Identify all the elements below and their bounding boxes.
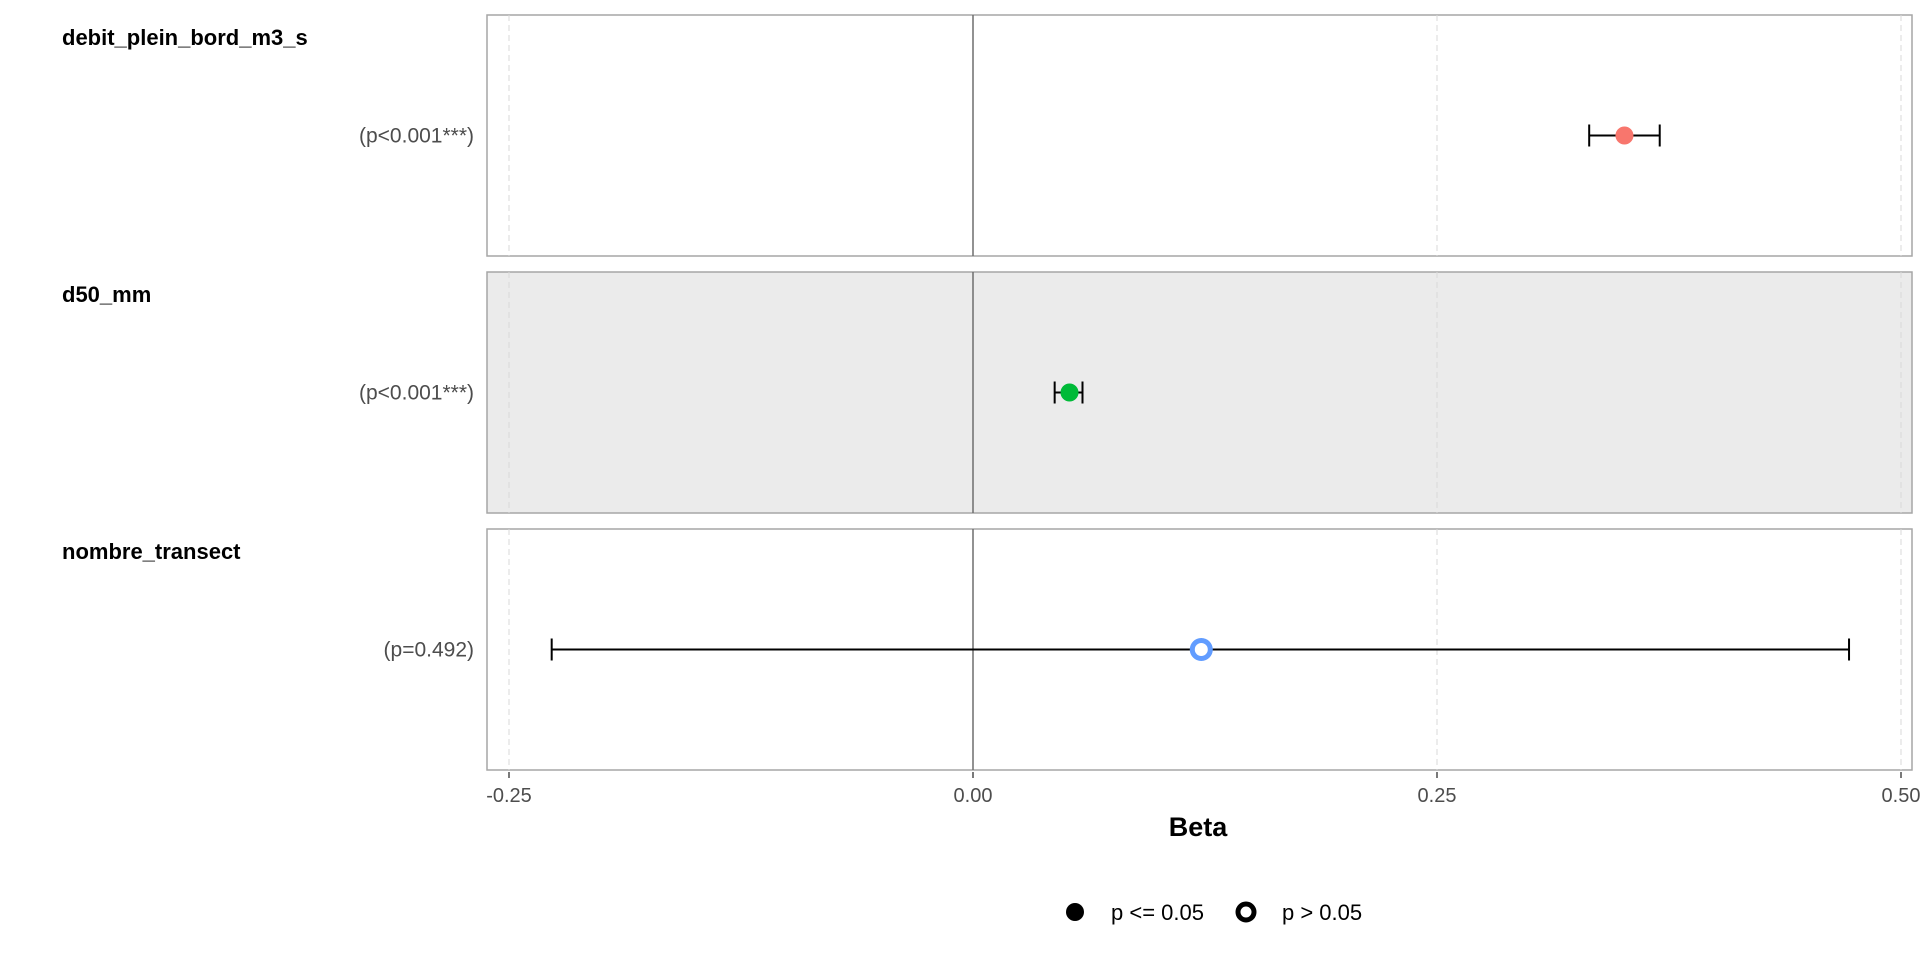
x-tick-label: 0.00: [954, 785, 993, 807]
legend-label: p > 0.05: [1282, 900, 1362, 925]
p-value-label: (p=0.492): [384, 639, 474, 662]
point-estimate: [1060, 383, 1079, 402]
facet-title: nombre_transect: [62, 539, 241, 564]
x-tick-label: 0.25: [1418, 785, 1457, 807]
p-value-label: (p<0.001***): [359, 382, 474, 405]
legend-key-open: [1235, 901, 1257, 923]
legend-item: p > 0.05: [1235, 900, 1362, 925]
panel-background: [486, 14, 1913, 257]
point-estimate: [1615, 126, 1634, 145]
p-value-label: (p<0.001***): [359, 125, 474, 148]
facet-title: debit_plein_bord_m3_s: [62, 25, 308, 50]
x-axis: Beta -0.25 0.00 0.25 0.50: [486, 772, 1920, 842]
x-axis-title: Beta: [1169, 812, 1229, 842]
facet-panel-d50_mm: d50_mm (p<0.001***): [62, 271, 1913, 514]
legend-item: p <= 0.05: [1066, 900, 1204, 925]
legend-key-filled: [1066, 903, 1084, 921]
facet-title: d50_mm: [62, 282, 151, 307]
x-tick-label: 0.50: [1882, 785, 1920, 807]
facet-panel-nombre_transect: nombre_transect (p=0.492): [62, 528, 1913, 771]
facet-panel-debit_plein_bord_m3_s: debit_plein_bord_m3_s (p<0.001***): [62, 14, 1913, 257]
x-tick-label: -0.25: [486, 785, 532, 807]
facet-panels: debit_plein_bord_m3_s (p<0.001***) d50_mm (…: [62, 14, 1913, 771]
point-estimate: [1189, 638, 1213, 661]
legend-label: p <= 0.05: [1111, 900, 1204, 925]
panel-background: [486, 271, 1913, 514]
legend: p <= 0.05 p > 0.05: [1066, 900, 1362, 925]
